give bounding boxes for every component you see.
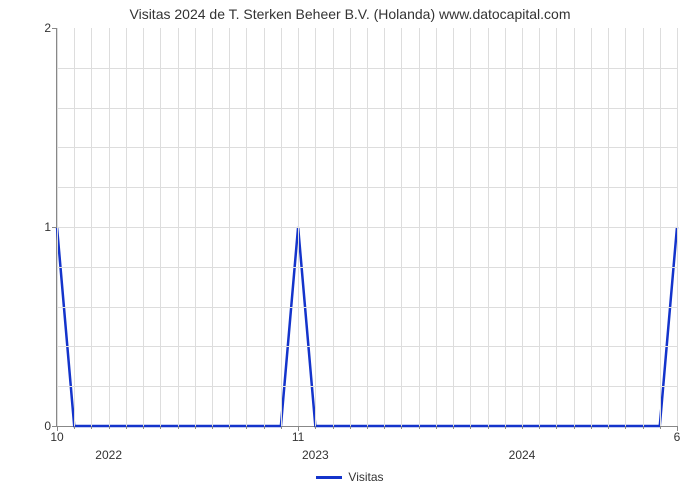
x-tick-mark-minor (608, 426, 609, 429)
x-tick-mark-minor (401, 426, 402, 429)
vgrid-line-minor (333, 28, 334, 426)
vgrid-line-minor (246, 28, 247, 426)
vgrid-line-minor (591, 28, 592, 426)
vgrid-line-minor (212, 28, 213, 426)
vgrid-line-minor (315, 28, 316, 426)
vgrid-line-minor (660, 28, 661, 426)
legend-swatch (316, 476, 342, 479)
x-tick-mark-minor (436, 426, 437, 429)
vgrid-line-minor (178, 28, 179, 426)
vgrid-line-minor (539, 28, 540, 426)
x-tick-mark-minor (419, 426, 420, 429)
vgrid-line (677, 28, 678, 426)
vgrid-line-minor (436, 28, 437, 426)
x-tick-mark-minor (384, 426, 385, 429)
x-year-label: 2024 (509, 448, 536, 462)
x-tick-mark-minor (643, 426, 644, 429)
x-year-label: 2023 (302, 448, 329, 462)
x-tick-mark (57, 426, 58, 431)
x-tick-mark-minor (109, 426, 110, 429)
x-tick-mark-minor (143, 426, 144, 429)
x-tick-mark-minor (178, 426, 179, 429)
x-year-label: 2022 (95, 448, 122, 462)
x-tick-mark-minor (453, 426, 454, 429)
vgrid-line-minor (643, 28, 644, 426)
vgrid-line-minor (264, 28, 265, 426)
x-tick-mark-minor (229, 426, 230, 429)
x-tick-mark-minor (126, 426, 127, 429)
vgrid-line-minor (522, 28, 523, 426)
x-tick-mark-minor (591, 426, 592, 429)
x-tick-mark-minor (660, 426, 661, 429)
x-tick-mark-minor (91, 426, 92, 429)
x-tick-mark-minor (333, 426, 334, 429)
x-tick-mark-minor (350, 426, 351, 429)
x-tick-mark-minor (625, 426, 626, 429)
vgrid-line-minor (608, 28, 609, 426)
vgrid-line-minor (160, 28, 161, 426)
x-tick-mark-minor (160, 426, 161, 429)
vgrid-line-minor (195, 28, 196, 426)
vgrid-line-minor (453, 28, 454, 426)
plot-area: 01210116202220232024 (56, 28, 677, 427)
x-tick-mark (677, 426, 678, 431)
x-tick-mark-minor (505, 426, 506, 429)
x-tick-mark-minor (315, 426, 316, 429)
x-tick-mark-minor (470, 426, 471, 429)
vgrid-line (298, 28, 299, 426)
legend: Visitas (0, 470, 700, 484)
vgrid-line-minor (91, 28, 92, 426)
x-tick-mark-minor (522, 426, 523, 429)
legend-label: Visitas (348, 470, 383, 484)
vgrid-line-minor (350, 28, 351, 426)
vgrid-line-minor (625, 28, 626, 426)
vgrid-line-minor (419, 28, 420, 426)
x-tick-mark-minor (264, 426, 265, 429)
vgrid-line-minor (505, 28, 506, 426)
vgrid-line-minor (384, 28, 385, 426)
vgrid-line-minor (470, 28, 471, 426)
vgrid-line-minor (143, 28, 144, 426)
vgrid-line-minor (281, 28, 282, 426)
chart-title: Visitas 2024 de T. Sterken Beheer B.V. (… (0, 6, 700, 22)
x-tick-mark-minor (574, 426, 575, 429)
vgrid-line (57, 28, 58, 426)
x-tick-mark-minor (195, 426, 196, 429)
x-tick-mark-minor (556, 426, 557, 429)
vgrid-line-minor (574, 28, 575, 426)
vgrid-line-minor (126, 28, 127, 426)
vgrid-line-minor (556, 28, 557, 426)
vgrid-line-minor (367, 28, 368, 426)
vgrid-line-minor (74, 28, 75, 426)
x-tick-mark-minor (281, 426, 282, 429)
x-tick-mark-minor (488, 426, 489, 429)
x-tick-mark-minor (212, 426, 213, 429)
x-tick-mark-minor (539, 426, 540, 429)
x-tick-mark-minor (367, 426, 368, 429)
x-tick-mark-minor (246, 426, 247, 429)
x-tick-mark (298, 426, 299, 431)
vgrid-line-minor (229, 28, 230, 426)
chart-container: Visitas 2024 de T. Sterken Beheer B.V. (… (0, 0, 700, 500)
x-tick-mark-minor (74, 426, 75, 429)
vgrid-line-minor (109, 28, 110, 426)
vgrid-line-minor (488, 28, 489, 426)
vgrid-line-minor (401, 28, 402, 426)
